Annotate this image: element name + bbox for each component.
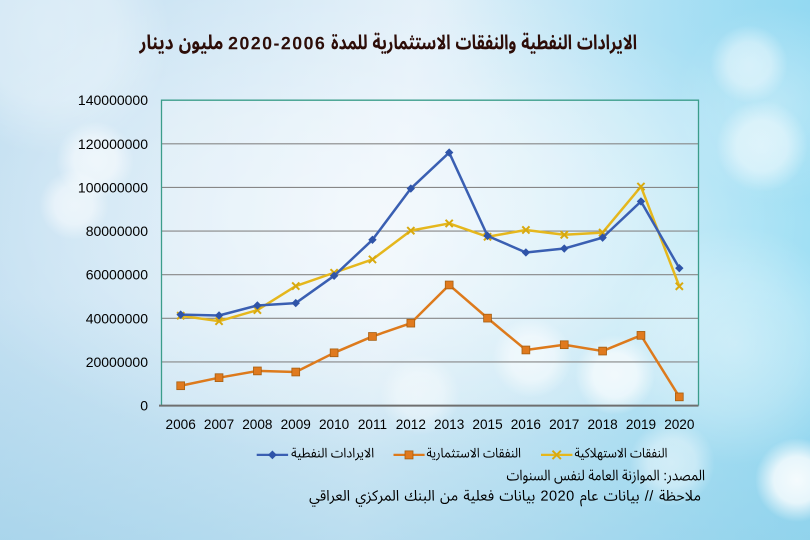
svg-text:2011: 2011 — [358, 417, 387, 432]
svg-text:2018: 2018 — [587, 417, 617, 432]
svg-text:80000000: 80000000 — [86, 223, 149, 239]
svg-text:140000000: 140000000 — [78, 92, 148, 108]
svg-text:120000000: 120000000 — [78, 136, 148, 152]
svg-text:2012: 2012 — [396, 417, 426, 432]
svg-text:20000000: 20000000 — [86, 354, 149, 370]
svg-text:2013: 2013 — [434, 417, 464, 432]
svg-text:2019: 2019 — [626, 417, 656, 432]
svg-text:2015: 2015 — [472, 417, 502, 432]
svg-text:2017: 2017 — [549, 417, 579, 432]
svg-text:2009: 2009 — [281, 417, 311, 432]
svg-text:2008: 2008 — [242, 417, 272, 432]
svg-text:100000000: 100000000 — [78, 179, 148, 195]
svg-text:2006: 2006 — [166, 417, 196, 432]
svg-text:60000000: 60000000 — [86, 267, 149, 283]
svg-text:2020: 2020 — [664, 417, 695, 432]
svg-text:40000000: 40000000 — [86, 310, 149, 326]
svg-text:2016: 2016 — [511, 417, 541, 432]
svg-text:2010: 2010 — [319, 417, 350, 432]
svg-text:2007: 2007 — [204, 417, 234, 432]
svg-text:0: 0 — [140, 398, 148, 414]
